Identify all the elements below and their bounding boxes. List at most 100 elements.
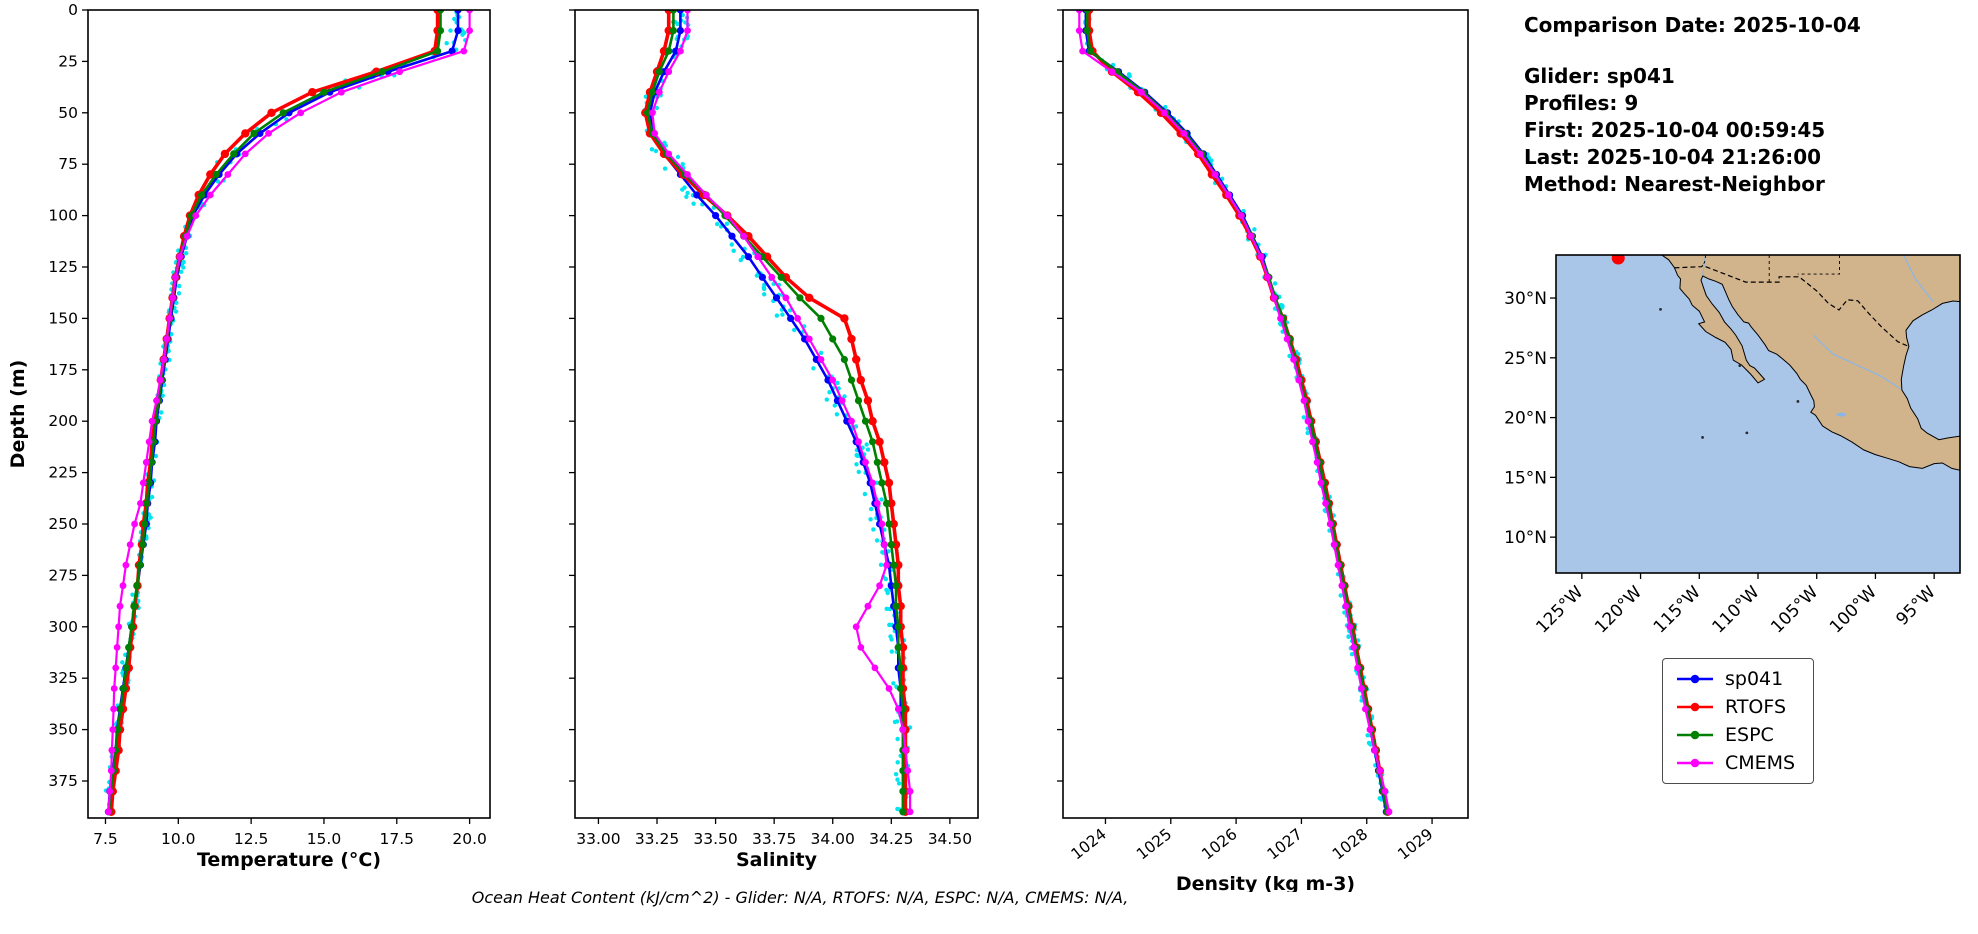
svg-text:1028: 1028	[1329, 825, 1371, 863]
map-lon-label: 105°W	[1767, 582, 1822, 637]
axes-frame	[87, 9, 491, 819]
svg-text:1026: 1026	[1198, 825, 1240, 863]
svg-text:33.25: 33.25	[635, 830, 679, 848]
series-line-RTOFS	[643, 10, 908, 812]
svg-text:20.0: 20.0	[452, 830, 487, 848]
legend-entry-rtofs: RTOFS	[1675, 696, 1795, 718]
svg-text:175: 175	[48, 361, 78, 379]
map-land	[1660, 255, 1960, 471]
map-lat-label: 15°N	[1504, 468, 1547, 488]
map-river	[1903, 255, 1934, 302]
map-state-border	[1797, 255, 1840, 275]
density-profile-chart: 1024 1025 1026 1027 1028 1029 Density (kg m-3)	[1057, 9, 1469, 892]
ohc-caption: Ocean Heat Content (kJ/cm^2) - Glider: N…	[471, 888, 1129, 907]
series-line-CMEMS	[1078, 10, 1391, 813]
map-lat-label: 10°N	[1504, 528, 1547, 548]
svg-text:10.0: 10.0	[161, 830, 196, 848]
svg-text:350: 350	[48, 721, 78, 739]
series-line-ESPC	[107, 10, 442, 812]
svg-text:25: 25	[58, 52, 78, 70]
first-time-line: First: 2025-10-04 00:59:45	[1524, 118, 1826, 142]
svg-text:200: 200	[48, 412, 78, 430]
axes-frame	[1062, 9, 1469, 819]
raw-glider-scatter	[1083, 10, 1392, 815]
comparison-date: Comparison Date: 2025-10-04	[1524, 13, 1861, 37]
map-lake	[1836, 412, 1847, 417]
svg-text:15.0: 15.0	[307, 830, 342, 848]
map-island	[1738, 364, 1742, 367]
series-line-sp041	[648, 10, 905, 812]
plot-area	[641, 10, 914, 816]
series-markers-ESPC	[1083, 10, 1391, 816]
series-markers-sp041	[1082, 10, 1390, 816]
legend-line-marker-swatch	[1677, 702, 1713, 712]
svg-text:34.50: 34.50	[928, 830, 972, 848]
svg-text:325: 325	[48, 669, 78, 687]
legend-entry-sp041: sp041	[1675, 668, 1795, 690]
legend-line-marker-swatch	[1677, 674, 1713, 684]
series-markers-CMEMS	[105, 10, 473, 816]
legend-line-marker-swatch	[1677, 730, 1713, 740]
svg-text:34.25: 34.25	[869, 830, 913, 848]
temperature-profile-chart: 7.5 10.0 12.5 15.0 17.5 20.0 0 25 50 75 100 125 150 1…	[7, 1, 491, 871]
svg-text:1025: 1025	[1133, 825, 1175, 863]
svg-text:375: 375	[48, 772, 78, 790]
legend-label: RTOFS	[1725, 696, 1787, 718]
series-markers-RTOFS	[1084, 10, 1392, 816]
method-line: Method: Nearest-Neighbor	[1524, 172, 1825, 196]
map-lat-label: 25°N	[1504, 349, 1547, 369]
svg-text:7.5: 7.5	[93, 830, 118, 848]
map-state-border	[1702, 255, 1707, 266]
glider-position-marker	[1611, 255, 1625, 265]
x-axis-label: Salinity	[736, 849, 818, 871]
svg-text:50: 50	[58, 104, 78, 122]
location-map: 30°N 25°N 20°N 15°N 10°N 125°W 120°W 115°W 110°W…	[1504, 254, 1961, 637]
info-panel: Comparison Date: 2025-10-04 Glider: sp04…	[1524, 12, 1861, 198]
svg-text:1027: 1027	[1264, 825, 1306, 863]
series-line-ESPC	[1085, 10, 1389, 813]
plot-area	[1075, 10, 1393, 816]
legend-entry-espc: ESPC	[1675, 724, 1795, 746]
svg-text:75: 75	[58, 155, 78, 173]
legend-label: CMEMS	[1725, 752, 1796, 774]
legend-entry-cmems: CMEMS	[1675, 752, 1795, 774]
svg-text:17.5: 17.5	[380, 830, 415, 848]
svg-text:33.00: 33.00	[576, 830, 620, 848]
last-time-line: Last: 2025-10-04 21:26:00	[1524, 145, 1822, 169]
map-lon-label: 125°W	[1532, 582, 1587, 637]
map-lat-label: 30°N	[1504, 289, 1547, 309]
axes-frame	[574, 9, 979, 819]
x-axis-label: Density (kg m-3)	[1176, 873, 1355, 892]
svg-text:33.75: 33.75	[752, 830, 796, 848]
map-island	[1796, 400, 1800, 403]
map-island	[1745, 431, 1749, 435]
series-line-RTOFS	[1087, 10, 1390, 813]
svg-text:1024: 1024	[1068, 825, 1110, 863]
y-axis-label: Depth (m)	[7, 360, 29, 469]
map-lat-label: 20°N	[1504, 409, 1547, 429]
profiles-line: Profiles: 9	[1524, 91, 1639, 115]
salinity-profile-chart: 33.00 33.25 33.50 33.75 34.00 34.25 34.50 Salin…	[569, 9, 979, 871]
map-river	[1702, 255, 1707, 276]
map-border-us-mexico	[1674, 264, 1910, 348]
svg-text:275: 275	[48, 566, 78, 584]
legend: sp041 RTOFS ESPC CMEMS	[1662, 658, 1815, 784]
svg-text:225: 225	[48, 464, 78, 482]
svg-text:0: 0	[68, 1, 78, 19]
svg-text:250: 250	[48, 515, 78, 533]
map-lon-label: 115°W	[1650, 582, 1705, 637]
series-line-CMEMS	[651, 10, 912, 812]
series-markers-CMEMS	[1075, 10, 1393, 816]
svg-text:100: 100	[48, 207, 78, 225]
map-island	[1659, 307, 1662, 311]
plot-area	[103, 10, 473, 816]
svg-text:33.50: 33.50	[693, 830, 737, 848]
map-lon-label: 95°W	[1892, 582, 1939, 629]
series-line-sp041	[1084, 10, 1388, 813]
series-line-CMEMS	[107, 10, 471, 812]
series-markers-CMEMS	[648, 10, 914, 816]
map-lon-label: 120°W	[1591, 582, 1646, 637]
map-lon-label: 110°W	[1709, 582, 1764, 637]
svg-text:150: 150	[48, 309, 78, 327]
